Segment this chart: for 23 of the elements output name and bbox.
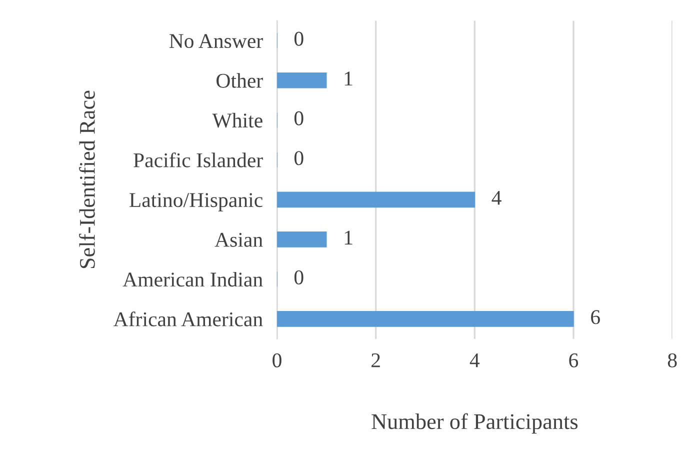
data-label: 0 — [294, 151, 304, 166]
data-label: 6 — [591, 310, 600, 324]
x-tick-label: 0 — [272, 353, 282, 368]
data-label: 0 — [294, 111, 304, 126]
x-tick-label: 2 — [372, 353, 380, 368]
y-axis-title: Self-Identified Race — [79, 90, 95, 268]
y-tick-label: No Answer — [169, 34, 263, 48]
data-label: 0 — [294, 32, 304, 46]
y-tick-label: Asian — [214, 232, 263, 247]
y-tick-label: African American — [114, 312, 263, 326]
y-tick-label: Pacific Islander — [134, 152, 263, 168]
y-tick-label: White — [212, 112, 262, 128]
data-label: 1 — [344, 72, 352, 86]
x-tick-label: 4 — [470, 353, 480, 368]
x-tick-label: 6 — [569, 353, 578, 368]
data-label: 4 — [492, 190, 502, 205]
y-tick-label: American Indian — [122, 272, 263, 287]
x-axis-title: Number of Participants — [372, 413, 578, 434]
y-tick-label: Other — [216, 73, 263, 88]
data-label: 1 — [344, 230, 352, 244]
x-tick-label: 8 — [668, 353, 677, 368]
data-label: 0 — [294, 270, 304, 284]
y-tick-label: Latino/Hispanic — [129, 193, 262, 212]
